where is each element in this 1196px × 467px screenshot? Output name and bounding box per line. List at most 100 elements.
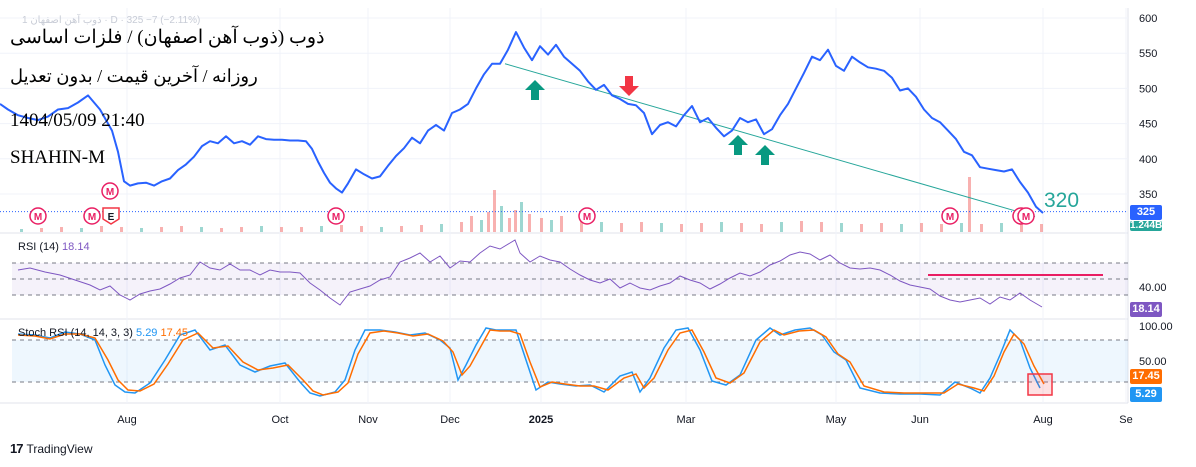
volume-bar: [100, 226, 103, 232]
price-tick-label: 450: [1139, 119, 1157, 131]
earnings-flag-label: E: [108, 212, 115, 223]
volume-bar: [740, 223, 743, 232]
dividend-marker-icon: [327, 207, 345, 225]
arrow-up-icon: [728, 135, 748, 155]
axes: 350 400 450 500 550 600 40.00 100.00 50.00 Aug Oct…: [117, 13, 1172, 426]
dividend-marker-icon: [83, 207, 101, 225]
price-series-line: [0, 31, 1044, 214]
stoch-tick-label: 50.00: [1139, 356, 1167, 368]
volume-bar: [760, 224, 763, 232]
x-tick-label: Dec: [440, 414, 460, 426]
annotation-subtitle: روزانه / آخرین قیمت / بدون تعدیل: [10, 66, 258, 86]
x-tick-label: Mar: [677, 414, 696, 426]
volume-bar: [514, 210, 517, 232]
volume-bar: [60, 227, 63, 232]
stoch-d-tag: 17.45: [1130, 369, 1162, 384]
price-tick-label: 400: [1139, 154, 1157, 166]
volume-tag: 1.244B: [1130, 221, 1162, 231]
dividend-marker-label: M: [946, 212, 954, 223]
price-tick-label: 550: [1139, 48, 1157, 60]
indicator-bands: [12, 262, 1128, 383]
volume-bar: [900, 224, 903, 232]
volume-bar: [470, 216, 473, 232]
dividend-marker-label: M: [1022, 212, 1030, 223]
rsi-band: [12, 263, 1128, 295]
x-tick-label: Aug: [117, 414, 137, 426]
volume-bar: [880, 223, 883, 232]
x-tick-label: Oct: [271, 414, 288, 426]
x-tick-label: May: [826, 414, 847, 426]
volume-bar: [487, 212, 490, 232]
volume-bar: [380, 227, 383, 232]
volume-bar: [120, 227, 123, 232]
stoch-legend-name: Stoch RSI (14, 14, 3, 3): [18, 327, 133, 339]
tradingview-logo-icon: 17: [10, 441, 24, 456]
stoch-highlight-box: [1027, 373, 1053, 396]
volume-bar: [680, 224, 683, 232]
arrow-down-icon: [619, 76, 639, 96]
volume-bar: [180, 226, 183, 232]
x-tick-label: Nov: [358, 414, 378, 426]
dividend-marker-label: M: [34, 212, 42, 223]
volume-bar: [360, 226, 363, 232]
volume-bar: [420, 225, 423, 232]
rsi-series-line: [17, 239, 1043, 308]
dividend-marker-label: M: [332, 212, 340, 223]
volume-bar: [820, 222, 823, 232]
volume-bar: [140, 228, 143, 232]
rsi-legend[interactable]: RSI (14) 18.14: [18, 241, 90, 253]
dividend-marker-label: M: [106, 187, 114, 198]
volume-bar: [620, 223, 623, 232]
volume-bar: [340, 225, 343, 232]
dividend-marker-icon: [941, 207, 959, 225]
dividend-marker-icon: [29, 207, 47, 225]
volume-bar: [580, 220, 583, 232]
symbol-header-ghost: ذوب آهن اصفهان 1 · D · 325 −7 (−2.11%): [22, 15, 201, 26]
volume-bar: [560, 216, 563, 232]
volume-bar: [800, 221, 803, 232]
rsi-value-tag: 18.14: [1130, 302, 1162, 317]
stoch-legend[interactable]: Stoch RSI (14, 14, 3, 3) 5.29 17.45: [18, 327, 188, 339]
volume-bar: [600, 222, 603, 232]
volume-bar: [980, 224, 983, 232]
volume-bar: [700, 223, 703, 232]
target-label: 320: [1044, 189, 1080, 212]
volume-bar: [1000, 223, 1003, 232]
volume-bar: [968, 177, 971, 232]
volume-bar: [440, 224, 443, 232]
x-tick-label: 2025: [529, 414, 553, 426]
stoch-tick-label: 100.00: [1139, 321, 1173, 333]
volume-bar: [720, 222, 723, 232]
x-tick-label: Se: [1119, 414, 1132, 426]
volume-bars: [20, 177, 1043, 232]
arrow-up-icon: [755, 145, 775, 165]
dividend-marker-icon: [1017, 207, 1035, 225]
stoch-legend-k: 5.29: [136, 327, 158, 339]
annotation-title: ذوب (ذوب آهن اصفهان) / فلزات اساسی: [10, 27, 325, 48]
volume-bar: [550, 220, 553, 232]
volume-bar: [500, 206, 503, 232]
tradingview-logo[interactable]: 17 TradingView: [10, 441, 93, 456]
stoch-d-line: [17, 329, 1045, 396]
volume-bar: [320, 226, 323, 232]
dividend-marker-label: M: [88, 212, 96, 223]
dividend-marker-icon: [578, 207, 596, 225]
rsi-tick-label: 40.00: [1139, 282, 1167, 294]
price-tick-label: 350: [1139, 189, 1157, 201]
stoch-rsi-pane: [17, 327, 1053, 397]
x-tick-label: Aug: [1033, 414, 1053, 426]
chart-markers: MMMEMMMMM: [29, 76, 1035, 225]
volume-bar: [960, 223, 963, 232]
x-tick-label: Jun: [911, 414, 929, 426]
tradingview-logo-text: TradingView: [26, 441, 93, 456]
volume-bar: [300, 227, 303, 232]
volume-bar: [220, 228, 223, 232]
rsi-pane: [17, 239, 1103, 308]
volume-bar: [940, 224, 943, 232]
arrow-up-icon: [525, 80, 545, 100]
annotation-datetime: 1404/05/09 21:40: [10, 110, 145, 131]
volume-bar: [840, 223, 843, 232]
last-price-tag: 325: [1130, 205, 1162, 220]
rsi-legend-value: 18.14: [62, 241, 90, 253]
